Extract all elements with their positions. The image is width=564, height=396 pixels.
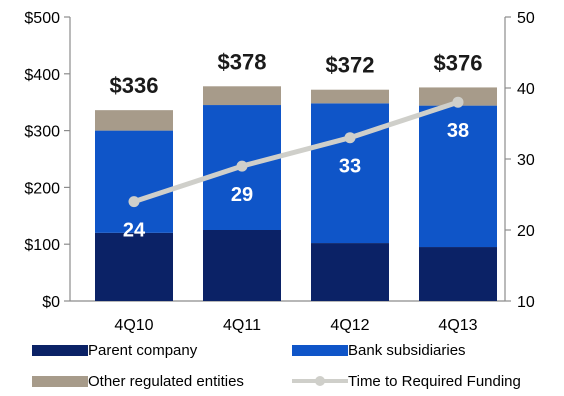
line-value-label: 33 (339, 156, 361, 178)
right-tick-label: 50 (517, 10, 535, 27)
axes: $0 $100 $200 $300 $400 $500 10 20 30 40 50 4Q10 4Q11… (24, 10, 534, 334)
x-tick-label: 4Q12 (330, 317, 369, 334)
x-tick-label: 4Q11 (223, 317, 261, 334)
bar-total-label: $376 (434, 50, 483, 75)
bar-segment (419, 105, 497, 248)
legend-label: Time to Required Funding (348, 373, 521, 390)
data-labels: $336 $378 $372 $376 24 29 33 38 (110, 49, 483, 241)
line-series (128, 96, 464, 208)
left-tick-label: $300 (24, 124, 60, 141)
line-point (236, 160, 248, 172)
right-tick-label: 40 (517, 81, 535, 98)
left-tick-label: $200 (24, 180, 60, 197)
line-path (133, 99, 459, 204)
bar-segment (203, 86, 281, 106)
line-point (452, 96, 464, 108)
legend-label: Parent company (88, 342, 198, 359)
right-tick-label: 20 (517, 223, 535, 240)
line-value-label: 38 (447, 120, 469, 142)
x-tick-label: 4Q13 (438, 317, 477, 334)
line-value-label: 29 (231, 184, 253, 206)
legend: Parent company Bank subsidiaries Other reg… (32, 342, 521, 390)
x-tick-label: 4Q10 (114, 317, 153, 334)
right-tick-label: 10 (517, 294, 535, 311)
left-tick-label: $100 (24, 237, 60, 254)
bar-segment (311, 243, 389, 301)
bar-segment (203, 230, 281, 301)
bar-total-label: $336 (110, 73, 159, 98)
legend-label: Other regulated entities (88, 373, 244, 390)
bar-total-label: $378 (218, 49, 267, 74)
left-tick-label: $0 (42, 294, 60, 311)
bar-segment (419, 247, 497, 301)
bar-segment (95, 232, 173, 301)
line-point (344, 132, 356, 144)
left-tick-label: $500 (24, 10, 60, 27)
line-point (128, 196, 140, 208)
legend-swatch (32, 376, 88, 387)
left-tick-label: $400 (24, 67, 60, 84)
legend-label: Bank subsidiaries (348, 342, 466, 359)
right-tick-label: 30 (517, 152, 535, 169)
legend-swatch (292, 345, 348, 356)
bar-segment (95, 110, 173, 131)
bar-segment (419, 87, 497, 106)
bar-segment (311, 89, 389, 104)
line-value-label: 24 (123, 220, 146, 242)
legend-swatch (32, 345, 88, 356)
bar-total-label: $372 (326, 53, 375, 78)
bar-segment (95, 130, 173, 233)
legend-marker (315, 376, 325, 386)
